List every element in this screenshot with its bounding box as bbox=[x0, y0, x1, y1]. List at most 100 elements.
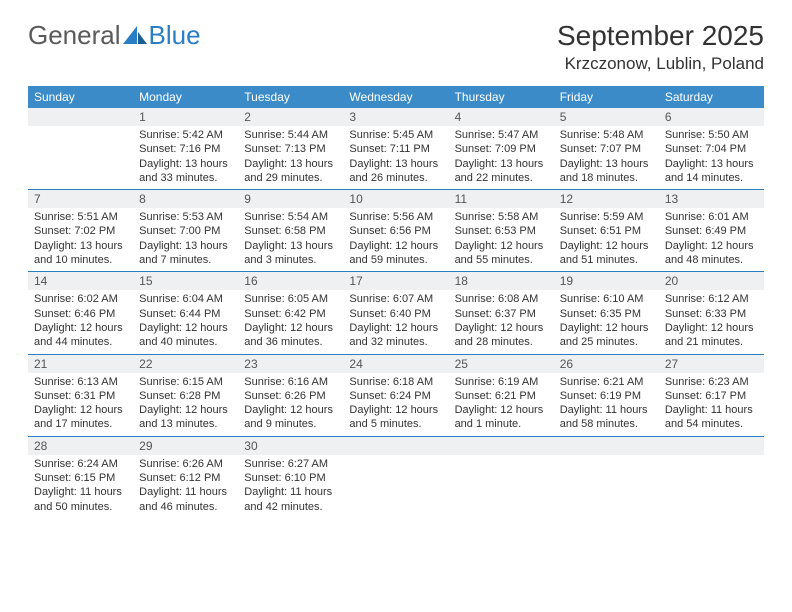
day-number: 13 bbox=[659, 190, 764, 208]
sunset-text: Sunset: 6:31 PM bbox=[34, 389, 127, 403]
sunset-text: Sunset: 6:15 PM bbox=[34, 471, 127, 485]
day-number: 9 bbox=[238, 190, 343, 208]
weekday-header: Sunday Monday Tuesday Wednesday Thursday… bbox=[28, 86, 764, 108]
logo-text-blue: Blue bbox=[149, 20, 201, 51]
week-row: 7Sunrise: 5:51 AMSunset: 7:02 PMDaylight… bbox=[28, 189, 764, 271]
sunrise-text: Sunrise: 6:08 AM bbox=[455, 292, 548, 306]
sunset-text: Sunset: 6:33 PM bbox=[665, 307, 758, 321]
sunset-text: Sunset: 7:13 PM bbox=[244, 142, 337, 156]
day-details: Sunrise: 5:47 AMSunset: 7:09 PMDaylight:… bbox=[449, 126, 554, 189]
daylight-text: Daylight: 12 hours and 55 minutes. bbox=[455, 239, 548, 268]
day-cell bbox=[28, 108, 133, 189]
day-cell: 1Sunrise: 5:42 AMSunset: 7:16 PMDaylight… bbox=[133, 108, 238, 189]
daylight-text: Daylight: 12 hours and 25 minutes. bbox=[560, 321, 653, 350]
daylight-text: Daylight: 12 hours and 17 minutes. bbox=[34, 403, 127, 432]
day-cell bbox=[554, 437, 659, 518]
sunrise-text: Sunrise: 5:50 AM bbox=[665, 128, 758, 142]
sunset-text: Sunset: 7:07 PM bbox=[560, 142, 653, 156]
day-cell: 18Sunrise: 6:08 AMSunset: 6:37 PMDayligh… bbox=[449, 272, 554, 353]
month-title: September 2025 bbox=[557, 20, 764, 52]
day-details: Sunrise: 6:02 AMSunset: 6:46 PMDaylight:… bbox=[28, 290, 133, 353]
sunrise-text: Sunrise: 6:04 AM bbox=[139, 292, 232, 306]
weekday-friday: Friday bbox=[554, 86, 659, 108]
day-number: 7 bbox=[28, 190, 133, 208]
sunrise-text: Sunrise: 6:19 AM bbox=[455, 375, 548, 389]
sunset-text: Sunset: 6:21 PM bbox=[455, 389, 548, 403]
daylight-text: Daylight: 12 hours and 44 minutes. bbox=[34, 321, 127, 350]
week-row: 28Sunrise: 6:24 AMSunset: 6:15 PMDayligh… bbox=[28, 436, 764, 518]
day-details: Sunrise: 6:15 AMSunset: 6:28 PMDaylight:… bbox=[133, 373, 238, 436]
day-cell: 5Sunrise: 5:48 AMSunset: 7:07 PMDaylight… bbox=[554, 108, 659, 189]
day-cell: 13Sunrise: 6:01 AMSunset: 6:49 PMDayligh… bbox=[659, 190, 764, 271]
day-cell: 20Sunrise: 6:12 AMSunset: 6:33 PMDayligh… bbox=[659, 272, 764, 353]
daylight-text: Daylight: 12 hours and 59 minutes. bbox=[349, 239, 442, 268]
day-cell: 14Sunrise: 6:02 AMSunset: 6:46 PMDayligh… bbox=[28, 272, 133, 353]
sunset-text: Sunset: 6:12 PM bbox=[139, 471, 232, 485]
sunrise-text: Sunrise: 6:18 AM bbox=[349, 375, 442, 389]
sunrise-text: Sunrise: 6:21 AM bbox=[560, 375, 653, 389]
calendar: Sunday Monday Tuesday Wednesday Thursday… bbox=[28, 86, 764, 518]
daylight-text: Daylight: 11 hours and 54 minutes. bbox=[665, 403, 758, 432]
day-number: 19 bbox=[554, 272, 659, 290]
sunrise-text: Sunrise: 5:42 AM bbox=[139, 128, 232, 142]
title-block: September 2025 Krzczonow, Lublin, Poland bbox=[557, 20, 764, 74]
week-row: 1Sunrise: 5:42 AMSunset: 7:16 PMDaylight… bbox=[28, 108, 764, 189]
sunrise-text: Sunrise: 6:10 AM bbox=[560, 292, 653, 306]
sunrise-text: Sunrise: 5:58 AM bbox=[455, 210, 548, 224]
day-cell: 16Sunrise: 6:05 AMSunset: 6:42 PMDayligh… bbox=[238, 272, 343, 353]
day-cell: 23Sunrise: 6:16 AMSunset: 6:26 PMDayligh… bbox=[238, 355, 343, 436]
day-cell: 6Sunrise: 5:50 AMSunset: 7:04 PMDaylight… bbox=[659, 108, 764, 189]
sunset-text: Sunset: 6:19 PM bbox=[560, 389, 653, 403]
day-details: Sunrise: 5:50 AMSunset: 7:04 PMDaylight:… bbox=[659, 126, 764, 189]
daylight-text: Daylight: 11 hours and 50 minutes. bbox=[34, 485, 127, 514]
day-cell: 30Sunrise: 6:27 AMSunset: 6:10 PMDayligh… bbox=[238, 437, 343, 518]
sunrise-text: Sunrise: 5:44 AM bbox=[244, 128, 337, 142]
daylight-text: Daylight: 12 hours and 32 minutes. bbox=[349, 321, 442, 350]
day-cell: 7Sunrise: 5:51 AMSunset: 7:02 PMDaylight… bbox=[28, 190, 133, 271]
sunset-text: Sunset: 7:00 PM bbox=[139, 224, 232, 238]
day-details: Sunrise: 6:27 AMSunset: 6:10 PMDaylight:… bbox=[238, 455, 343, 518]
day-details: Sunrise: 6:08 AMSunset: 6:37 PMDaylight:… bbox=[449, 290, 554, 353]
daylight-text: Daylight: 13 hours and 3 minutes. bbox=[244, 239, 337, 268]
day-cell: 25Sunrise: 6:19 AMSunset: 6:21 PMDayligh… bbox=[449, 355, 554, 436]
daylight-text: Daylight: 12 hours and 40 minutes. bbox=[139, 321, 232, 350]
week-row: 21Sunrise: 6:13 AMSunset: 6:31 PMDayligh… bbox=[28, 354, 764, 436]
day-details: Sunrise: 6:21 AMSunset: 6:19 PMDaylight:… bbox=[554, 373, 659, 436]
day-number: 30 bbox=[238, 437, 343, 455]
daylight-text: Daylight: 12 hours and 1 minute. bbox=[455, 403, 548, 432]
daylight-text: Daylight: 12 hours and 51 minutes. bbox=[560, 239, 653, 268]
daylight-text: Daylight: 13 hours and 7 minutes. bbox=[139, 239, 232, 268]
sunrise-text: Sunrise: 5:45 AM bbox=[349, 128, 442, 142]
day-details: Sunrise: 5:44 AMSunset: 7:13 PMDaylight:… bbox=[238, 126, 343, 189]
day-number: 10 bbox=[343, 190, 448, 208]
day-cell: 21Sunrise: 6:13 AMSunset: 6:31 PMDayligh… bbox=[28, 355, 133, 436]
daylight-text: Daylight: 11 hours and 58 minutes. bbox=[560, 403, 653, 432]
week-row: 14Sunrise: 6:02 AMSunset: 6:46 PMDayligh… bbox=[28, 271, 764, 353]
sunset-text: Sunset: 6:26 PM bbox=[244, 389, 337, 403]
sunset-text: Sunset: 7:02 PM bbox=[34, 224, 127, 238]
day-details: Sunrise: 6:01 AMSunset: 6:49 PMDaylight:… bbox=[659, 208, 764, 271]
sunrise-text: Sunrise: 6:02 AM bbox=[34, 292, 127, 306]
day-number: 23 bbox=[238, 355, 343, 373]
sunset-text: Sunset: 7:09 PM bbox=[455, 142, 548, 156]
day-number: 27 bbox=[659, 355, 764, 373]
day-details: Sunrise: 6:16 AMSunset: 6:26 PMDaylight:… bbox=[238, 373, 343, 436]
day-details: Sunrise: 6:07 AMSunset: 6:40 PMDaylight:… bbox=[343, 290, 448, 353]
day-details: Sunrise: 6:13 AMSunset: 6:31 PMDaylight:… bbox=[28, 373, 133, 436]
day-details: Sunrise: 6:24 AMSunset: 6:15 PMDaylight:… bbox=[28, 455, 133, 518]
sunset-text: Sunset: 6:53 PM bbox=[455, 224, 548, 238]
sunset-text: Sunset: 6:17 PM bbox=[665, 389, 758, 403]
sunrise-text: Sunrise: 6:16 AM bbox=[244, 375, 337, 389]
sunrise-text: Sunrise: 5:47 AM bbox=[455, 128, 548, 142]
day-details: Sunrise: 5:59 AMSunset: 6:51 PMDaylight:… bbox=[554, 208, 659, 271]
day-cell bbox=[449, 437, 554, 518]
daylight-text: Daylight: 11 hours and 46 minutes. bbox=[139, 485, 232, 514]
sunrise-text: Sunrise: 5:56 AM bbox=[349, 210, 442, 224]
weekday-monday: Monday bbox=[133, 86, 238, 108]
sunset-text: Sunset: 6:42 PM bbox=[244, 307, 337, 321]
daylight-text: Daylight: 12 hours and 28 minutes. bbox=[455, 321, 548, 350]
daylight-text: Daylight: 13 hours and 26 minutes. bbox=[349, 157, 442, 186]
daylight-text: Daylight: 13 hours and 18 minutes. bbox=[560, 157, 653, 186]
day-number: 22 bbox=[133, 355, 238, 373]
sunrise-text: Sunrise: 6:27 AM bbox=[244, 457, 337, 471]
